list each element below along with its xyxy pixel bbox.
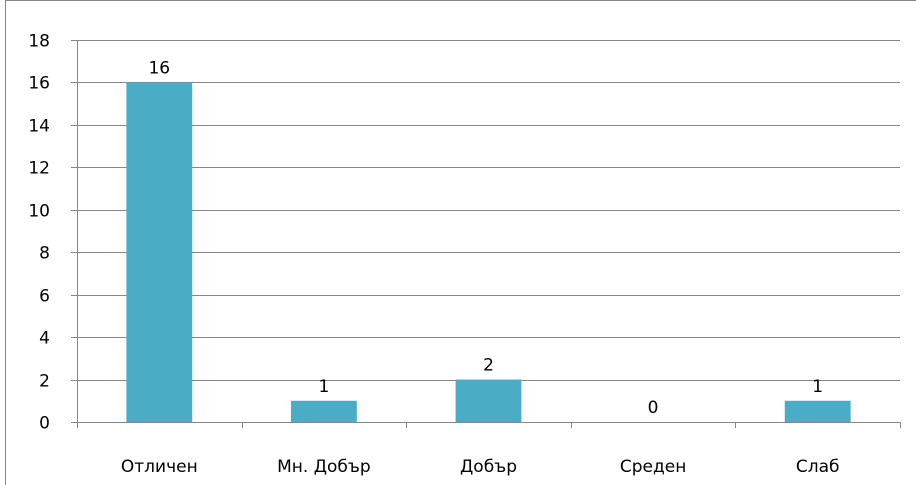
category-label-1: Отличен xyxy=(121,457,198,477)
axes xyxy=(71,40,901,428)
data-label-3: 2 xyxy=(483,356,494,376)
category-label-4: Среден xyxy=(620,457,686,477)
y-tick-label-6: 6 xyxy=(39,287,50,307)
data-label-2: 1 xyxy=(318,377,329,397)
bar-5 xyxy=(784,400,851,422)
bar-3 xyxy=(455,379,522,422)
y-tick-label-18: 18 xyxy=(28,32,50,52)
y-tick-label-10: 10 xyxy=(28,202,50,222)
bar-1 xyxy=(126,82,193,422)
y-tick-label-0: 0 xyxy=(39,414,50,434)
y-tick-label-12: 12 xyxy=(28,159,50,179)
category-label-3: Добър xyxy=(460,457,517,477)
bars xyxy=(126,82,851,422)
bar-2 xyxy=(290,400,357,422)
data-label-5: 1 xyxy=(812,377,823,397)
gridlines xyxy=(77,40,900,381)
y-tick-label-4: 4 xyxy=(39,329,50,349)
y-tick-label-8: 8 xyxy=(39,244,50,264)
y-tick-label-14: 14 xyxy=(28,117,50,137)
y-tick-label-16: 16 xyxy=(28,74,50,94)
data-label-4: 0 xyxy=(648,398,659,418)
y-tick-label-2: 2 xyxy=(39,372,50,392)
data-label-1: 16 xyxy=(148,58,170,78)
category-label-5: Слаб xyxy=(796,457,840,477)
category-label-2: Мн. Добър xyxy=(277,457,371,477)
